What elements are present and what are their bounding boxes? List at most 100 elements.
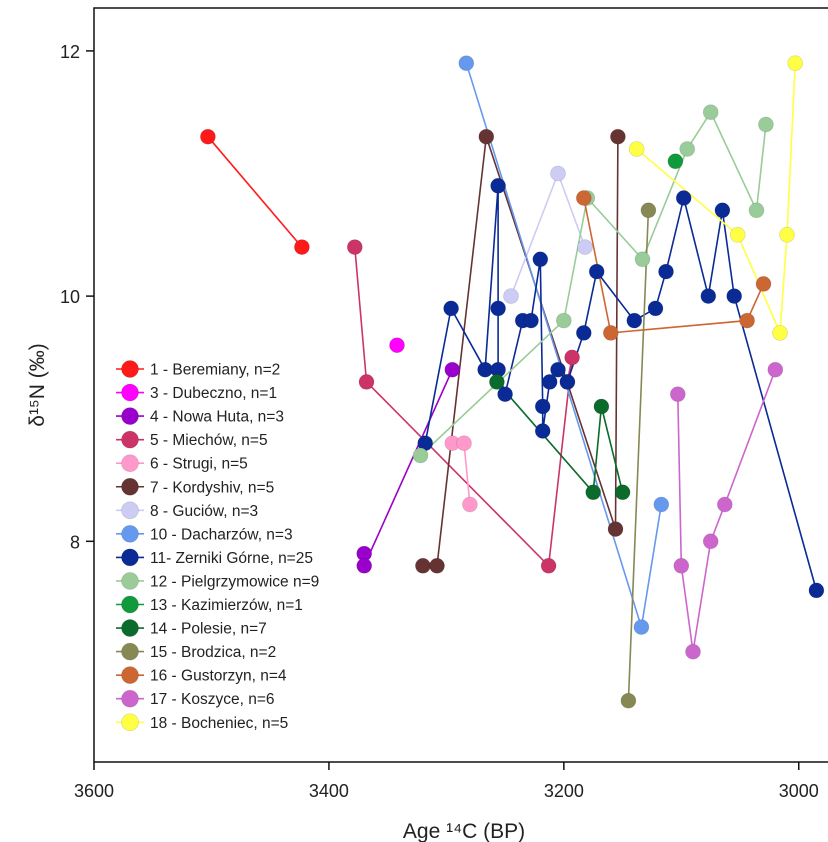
legend-marker (121, 666, 139, 685)
series-line (452, 442, 471, 505)
x-axis-label: Age ¹⁴C (BP) (403, 820, 525, 842)
data-point (503, 288, 519, 305)
legend-marker (121, 524, 139, 543)
legend-marker (121, 430, 139, 449)
data-point (685, 643, 701, 660)
legend-label: 18 - Bocheniec, n=5 (150, 715, 288, 732)
data-point (564, 349, 580, 366)
legend-label: 6 - Strugi, n=5 (150, 456, 248, 473)
data-point (647, 300, 664, 317)
data-point (702, 104, 719, 121)
data-point (714, 202, 731, 219)
legend: 1 - Beremiany, n=2 3 - Dubeczno, n=1 4 - N… (116, 360, 319, 732)
data-point (414, 557, 431, 574)
data-point (658, 263, 674, 280)
legend-marker (121, 713, 139, 732)
x-tick-label: 3600 (74, 781, 114, 801)
legend-marker (121, 548, 139, 567)
data-point (620, 692, 637, 709)
data-point (540, 557, 557, 574)
data-point (679, 141, 696, 157)
legend-label: 8 - Guciów, n=3 (150, 503, 258, 520)
legend-label: 13 - Kazimierzów, n=1 (150, 597, 303, 614)
legend-label: 15 - Brodzica, n=2 (150, 644, 276, 661)
series-line (419, 110, 767, 457)
data-point (726, 288, 743, 305)
data-point (550, 361, 566, 378)
data-point (458, 55, 475, 72)
data-point (575, 190, 592, 206)
x-tick-label: 3000 (779, 781, 819, 801)
y-axis-ticks: 8 10 12 (60, 42, 94, 552)
data-point (739, 312, 755, 329)
data-points (199, 55, 825, 709)
data-point (729, 226, 746, 243)
data-point (628, 141, 645, 157)
data-point (607, 521, 624, 537)
series-line (510, 171, 586, 297)
legend-marker (121, 454, 139, 473)
data-point (555, 312, 572, 329)
data-point (199, 128, 216, 145)
data-point (534, 398, 551, 415)
legend-marker (121, 619, 139, 637)
data-point (358, 373, 375, 390)
data-point (669, 386, 686, 403)
data-point (429, 557, 445, 574)
data-point (490, 300, 507, 317)
data-point (673, 557, 690, 574)
legend-label: 14 - Polesie, n=7 (150, 621, 267, 638)
data-point (541, 373, 558, 390)
data-point (488, 373, 505, 390)
data-point (779, 226, 795, 243)
data-point (444, 361, 461, 378)
legend-label: 11- Zerniki Górne, n=25 (150, 550, 313, 567)
x-axis-ticks: 3600 3400 3200 3000 (74, 762, 819, 801)
data-point (755, 275, 772, 292)
data-point (550, 165, 566, 182)
data-point (772, 324, 788, 341)
data-point (633, 619, 650, 635)
legend-marker (121, 572, 139, 590)
series-line (583, 197, 765, 334)
series-line (496, 381, 624, 495)
plot-frame (93, 7, 828, 763)
legend-marker (121, 477, 139, 496)
data-point (602, 324, 619, 341)
y-tick-label: 12 (60, 42, 80, 62)
data-point (559, 373, 576, 390)
data-point (610, 128, 626, 145)
series-line (363, 369, 454, 567)
data-point (293, 239, 310, 256)
data-point (700, 288, 717, 305)
series-line (627, 210, 650, 701)
legend-marker (121, 501, 139, 520)
y-tick-label: 8 (70, 532, 80, 552)
data-point (478, 128, 495, 145)
legend-label: 1 - Beremiany, n=2 (150, 362, 280, 379)
data-point (523, 312, 539, 329)
legend-marker (121, 595, 139, 614)
data-point (346, 239, 363, 256)
data-point (356, 557, 373, 574)
series-line (677, 369, 777, 652)
data-point (667, 153, 684, 170)
data-point (461, 496, 478, 513)
data-point (532, 251, 549, 268)
data-point (412, 447, 429, 464)
data-point (534, 423, 551, 439)
legend-label: 10 - Dacharzów, n=3 (150, 526, 293, 543)
data-point (640, 202, 657, 219)
legend-label: 7 - Kordyshiv, n=5 (150, 479, 274, 496)
legend-label: 12 - Pielgrzymowice n=9 (150, 573, 319, 590)
data-point (702, 533, 719, 550)
data-point (675, 190, 692, 206)
data-point (626, 312, 643, 329)
data-point (787, 55, 804, 72)
legend-marker (121, 642, 139, 661)
legend-label: 16 - Gustorzyn, n=4 (150, 668, 287, 685)
y-axis-label: δ¹⁵N (‰) (26, 343, 49, 426)
data-point (716, 496, 733, 513)
data-point (653, 496, 670, 513)
